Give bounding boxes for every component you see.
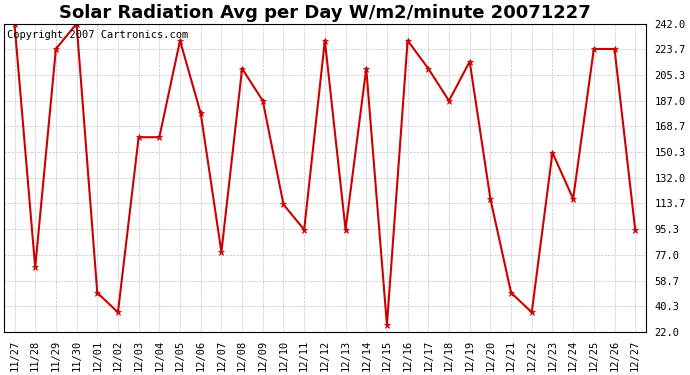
Text: Copyright 2007 Cartronics.com: Copyright 2007 Cartronics.com bbox=[8, 30, 188, 40]
Title: Solar Radiation Avg per Day W/m2/minute 20071227: Solar Radiation Avg per Day W/m2/minute … bbox=[59, 4, 591, 22]
